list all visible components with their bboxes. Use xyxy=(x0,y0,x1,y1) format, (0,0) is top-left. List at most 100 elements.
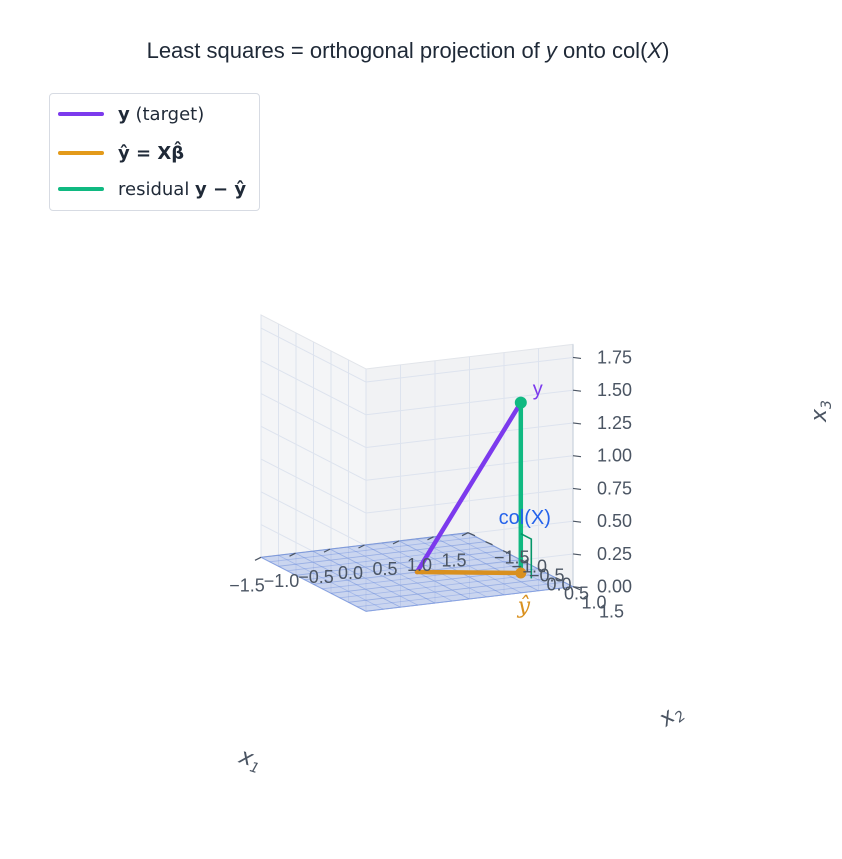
axis-label-x2: x2 xyxy=(654,698,689,734)
legend-swatch-residual xyxy=(58,187,104,191)
title-x: X xyxy=(646,38,663,63)
tick-label-z: 0.25 xyxy=(597,544,632,564)
tick-mark-y xyxy=(467,532,476,537)
legend-item-residual: residual y − ŷ xyxy=(58,177,246,201)
tick-mark-z xyxy=(572,422,582,425)
tick-label-z: 1.25 xyxy=(597,413,632,433)
title-text-post: ) xyxy=(662,38,669,63)
plane-mesh-line xyxy=(295,552,401,608)
plane-mesh-line xyxy=(312,550,418,606)
tick-mark-x xyxy=(254,556,262,561)
plane-mesh-line xyxy=(398,540,505,596)
title-text-mid: onto col( xyxy=(557,38,648,63)
tick-label-x: 1.0 xyxy=(407,555,432,575)
plane-mesh-line xyxy=(339,572,547,599)
axis-label-x1: x1 xyxy=(234,744,264,778)
plane-mesh-line xyxy=(278,541,486,567)
tick-label-z: 1.00 xyxy=(597,446,632,466)
tick-label-y: 1.5 xyxy=(599,602,624,622)
tick-mark-x xyxy=(427,536,434,541)
tick-mark-x xyxy=(392,540,400,545)
tick-label-y: −1.5 xyxy=(494,548,530,568)
plane-mesh-line xyxy=(347,546,453,602)
right-angle-marker xyxy=(520,532,533,579)
tick-labels: −1.5−1.0−0.5 0.0 0.5 1.0 1.5 −1.5−1.0−0.50.00… xyxy=(229,347,835,777)
grid-lines xyxy=(260,314,574,612)
annotation-colx: col(X) xyxy=(499,507,551,529)
legend-residual-prefix: residual xyxy=(118,178,196,200)
gridline-z-back xyxy=(365,422,574,449)
gridline-z-back xyxy=(365,487,574,514)
legend-item-yhat: ŷ = Xβ̂ xyxy=(58,141,184,165)
gridline-z-left xyxy=(260,425,367,481)
gridline-z-back xyxy=(365,586,574,612)
plane-mesh-line xyxy=(433,536,539,592)
tick-label-z: 1.75 xyxy=(597,347,632,367)
gridline-z-left xyxy=(260,458,367,514)
vector-yhat xyxy=(414,569,524,576)
chart-title: Least squares = orthogonal projection of… xyxy=(147,38,670,63)
plane-mesh-line xyxy=(269,536,477,563)
legend-y-bold: y xyxy=(118,103,130,125)
legend-yhat-label: ŷ = Xβ̂ xyxy=(118,142,185,164)
vectors: y ŷ col(X) xyxy=(414,379,551,619)
plane-mesh-line xyxy=(295,550,504,576)
legend-item-y: y (target) xyxy=(58,102,204,126)
tick-label-y: 0.5 xyxy=(564,584,589,604)
plane-mesh-line xyxy=(260,556,367,612)
plane-mesh-line xyxy=(304,554,512,581)
gridline-z-back xyxy=(365,455,574,481)
tick-mark-z xyxy=(572,356,582,360)
gridline-z-left xyxy=(260,491,367,547)
legend-y-rest: (target) xyxy=(129,103,205,125)
tick-label-x: −1.0 xyxy=(264,571,300,591)
vector-y xyxy=(414,400,524,575)
tick-label-x: 1.5 xyxy=(441,551,466,571)
tick-mark-x xyxy=(289,552,296,557)
tick-mark-z xyxy=(572,586,582,589)
tick-label-x: −0.5 xyxy=(298,567,334,587)
point-y xyxy=(514,396,527,409)
axis-label-x3: x3 xyxy=(807,400,835,423)
gridline-z-back xyxy=(365,356,574,383)
point-yhat xyxy=(515,567,527,579)
tick-mark-x xyxy=(358,544,365,549)
gridline-z-left xyxy=(260,327,367,383)
plane-mesh-line xyxy=(287,545,495,572)
plane-mesh-line xyxy=(348,577,556,603)
gridline-y-floor xyxy=(348,577,556,603)
tick-label-x: 0.0 xyxy=(338,563,363,583)
tick-mark-y xyxy=(555,577,563,582)
tick-label-z: 0.50 xyxy=(597,511,632,531)
tick-label-y: −0.5 xyxy=(529,566,565,586)
tick-label-x: 0.5 xyxy=(372,559,397,579)
plane-mesh-line xyxy=(357,581,565,608)
tick-mark-y xyxy=(537,568,546,573)
gridline-z-left xyxy=(260,393,367,448)
tick-label-x: −1.5 xyxy=(229,575,265,595)
plane-mesh-line xyxy=(329,548,436,604)
tick-mark-y xyxy=(520,559,528,564)
legend-residual-math: y − ŷ xyxy=(195,178,247,200)
legend: y (target) ŷ = Xβ̂ residual y − ŷ xyxy=(49,93,260,211)
tick-label-z: 0.00 xyxy=(597,577,632,597)
tick-mark-y xyxy=(502,550,511,555)
tick-label-y: −1.0 xyxy=(512,557,548,577)
tick-mark-z xyxy=(572,520,582,523)
tick-mark-z xyxy=(572,553,582,556)
tick-label-y: 1.0 xyxy=(582,593,607,613)
tick-label-z: 1.50 xyxy=(597,380,632,400)
plane-mesh-line xyxy=(450,534,556,590)
gridline-z-left xyxy=(260,556,367,612)
tick-mark-z xyxy=(572,389,582,392)
plane-mesh-line xyxy=(322,563,530,590)
tick-label-z: 0.75 xyxy=(597,478,632,498)
tick-label-y: 0.0 xyxy=(547,575,572,595)
tick-mark-z xyxy=(572,487,582,491)
legend-swatch-yhat xyxy=(58,151,104,155)
annotation-y: y xyxy=(533,379,543,401)
tick-mark-z xyxy=(572,455,582,458)
plane-mesh-line xyxy=(365,586,574,612)
title-y: y xyxy=(544,38,559,63)
